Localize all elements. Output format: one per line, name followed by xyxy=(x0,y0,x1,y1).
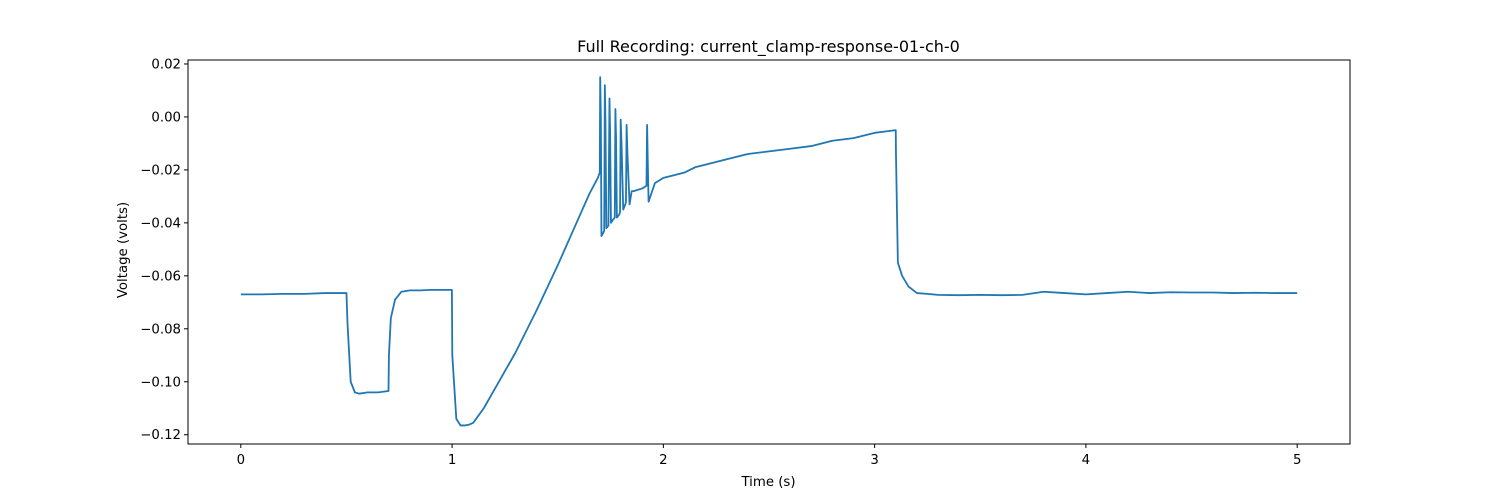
x-axis-label: Time (s) xyxy=(740,475,795,490)
x-tick-label: 5 xyxy=(1293,453,1301,468)
x-tick-label: 4 xyxy=(1082,453,1090,468)
y-tick-label: 0.02 xyxy=(151,57,181,72)
plot-area xyxy=(240,76,1298,427)
series-line-0 xyxy=(240,76,1298,427)
y-axis: 0.02 0.00 −0.02 −0.04 −0.06 −0.08 −0.10 −0.12 xyxy=(140,57,188,443)
x-tick-label: 1 xyxy=(448,453,456,468)
chart-title: Full Recording: current_clamp-response-0… xyxy=(577,37,960,57)
y-tick-label: 0.00 xyxy=(151,110,181,125)
plot-frame xyxy=(187,59,1351,445)
y-tick-label: −0.10 xyxy=(140,375,181,390)
y-tick-label: −0.12 xyxy=(140,428,181,443)
y-tick-label: −0.04 xyxy=(140,216,181,231)
x-tick-label: 2 xyxy=(659,453,667,468)
y-axis-label: Voltage (volts) xyxy=(116,202,131,298)
y-tick-label: −0.08 xyxy=(140,322,181,337)
y-tick-label: −0.02 xyxy=(140,163,181,178)
x-axis: 0 1 2 3 4 5 xyxy=(237,444,1301,468)
x-tick-label: 3 xyxy=(870,453,878,468)
y-tick-label: −0.06 xyxy=(140,269,181,284)
x-tick-label: 0 xyxy=(237,453,245,468)
